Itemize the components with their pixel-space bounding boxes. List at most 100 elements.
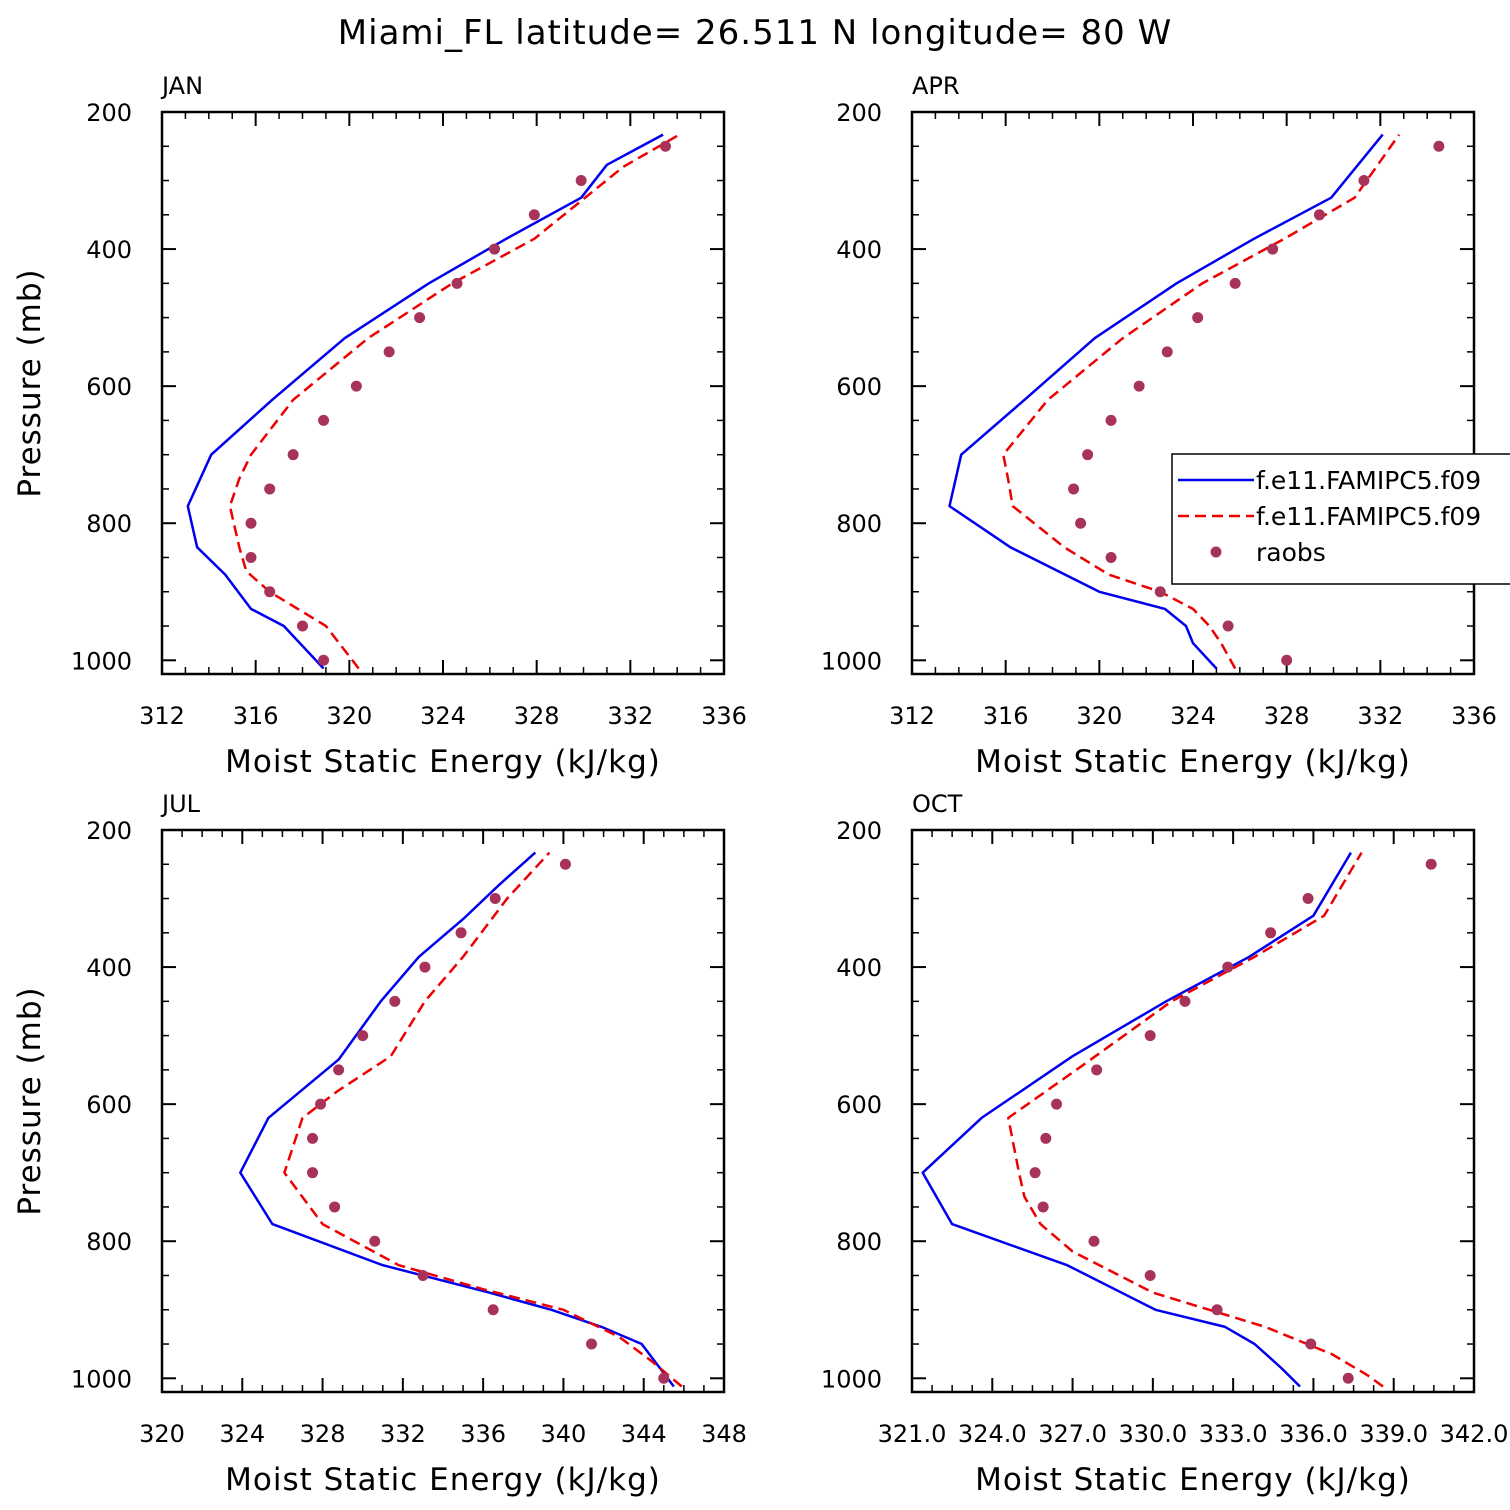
raobs-point	[586, 1338, 598, 1350]
y-tick-label: 800	[86, 1228, 132, 1256]
raobs-point	[1281, 654, 1293, 666]
x-tick-label: 340	[541, 1420, 587, 1448]
raobs-point	[264, 586, 276, 598]
x-axis-label-apr: Moist Static Energy (kJ/kg)	[975, 744, 1411, 780]
x-tick-label: 324	[420, 702, 466, 730]
y-tick-label: 800	[836, 510, 882, 538]
raobs-point	[1305, 1338, 1317, 1350]
raobs-point	[414, 312, 426, 324]
raobs-point	[357, 1030, 369, 1042]
legend-box	[1171, 453, 1510, 585]
panel-apr: 312 316 320 324 328 332 336 200 400 600 800 1000 APR…	[821, 72, 1497, 780]
y-tick-label: 1000	[71, 647, 132, 675]
raobs-point	[315, 1098, 327, 1110]
raobs-point	[1133, 380, 1145, 392]
x-tick-label: 328	[1264, 702, 1310, 730]
y-tick-label: 200	[86, 99, 132, 127]
raobs-point	[1267, 243, 1279, 255]
raobs-point	[350, 380, 362, 392]
panel-label-apr: APR	[912, 72, 960, 100]
series-solid-line-apr	[948, 133, 1384, 670]
y-tick-label: 400	[86, 954, 132, 982]
y-tick-label: 200	[836, 99, 882, 127]
raobs-point	[1051, 1098, 1063, 1110]
y-tick-label: 200	[86, 817, 132, 845]
x-tick-label: 336	[460, 1420, 506, 1448]
x-tick-label: 333.0	[1199, 1420, 1268, 1448]
x-tick-label: 324	[1170, 702, 1216, 730]
raobs-point	[1179, 995, 1191, 1007]
y-tick-label: 600	[836, 373, 882, 401]
raobs-point	[487, 1304, 499, 1316]
y-tick-label: 800	[836, 1228, 882, 1256]
raobs-point	[575, 175, 587, 187]
raobs-point	[451, 277, 463, 289]
panel-jan: 312 316 320 324 328 332 336 200 400 600 800 1000 JAN…	[12, 72, 747, 780]
y-tick-label: 600	[836, 1091, 882, 1119]
panel-oct: 321.0 324.0 327.0 330.0 333.0 336.0 339.0 342.0…	[821, 790, 1508, 1498]
x-axis-label-jan: Moist Static Energy (kJ/kg)	[225, 744, 661, 780]
x-tick-label: 316	[233, 702, 279, 730]
x-tick-label: 320	[326, 702, 372, 730]
x-tick-label: 330.0	[1118, 1420, 1187, 1448]
raobs-point	[1302, 893, 1314, 905]
raobs-point	[245, 517, 257, 529]
y-tick-label: 600	[86, 373, 132, 401]
raobs-point	[659, 140, 671, 152]
raobs-point	[1105, 414, 1117, 426]
raobs-point	[1040, 1132, 1052, 1144]
x-tick-label: 344	[621, 1420, 667, 1448]
raobs-point	[1068, 483, 1080, 495]
raobs-point	[287, 449, 299, 461]
series-dashed-line-jan	[228, 133, 681, 670]
legend-entry-label: raobs	[1256, 538, 1326, 567]
x-tick-label: 312	[139, 702, 185, 730]
raobs-point	[1222, 620, 1234, 632]
series-solid-line-jan	[186, 133, 664, 670]
x-tick-label: 336	[1451, 702, 1497, 730]
raobs-point	[329, 1201, 341, 1213]
panel-label-jan: JAN	[160, 72, 203, 100]
raobs-point	[489, 893, 501, 905]
raobs-point	[1037, 1201, 1049, 1213]
raobs-point	[417, 1269, 429, 1281]
x-axis-label-jul: Moist Static Energy (kJ/kg)	[225, 1462, 661, 1498]
y-axis-label-jul: Pressure (mb)	[12, 986, 48, 1215]
plot-frame-jan	[160, 110, 726, 676]
raobs-point	[1342, 1372, 1354, 1384]
series-dashed-line-oct	[1007, 851, 1384, 1388]
y-tick-label: 200	[836, 817, 882, 845]
x-tick-label: 328	[300, 1420, 346, 1448]
raobs-point	[1105, 551, 1117, 563]
raobs-point	[559, 858, 571, 870]
raobs-point	[264, 483, 276, 495]
raobs-point	[1433, 140, 1445, 152]
raobs-point	[1161, 346, 1173, 358]
x-tick-label: 332	[1357, 702, 1403, 730]
y-tick-label: 1000	[71, 1365, 132, 1393]
x-tick-label: 320	[1076, 702, 1122, 730]
raobs-point	[1029, 1167, 1041, 1179]
raobs-point	[1358, 175, 1370, 187]
raobs-point	[1265, 927, 1277, 939]
figure-title: Miami_FL latitude= 26.511 N longitude= 8…	[338, 13, 1172, 53]
series-dashed-line-jul	[283, 851, 683, 1388]
x-tick-label: 339.0	[1359, 1420, 1428, 1448]
raobs-point	[1088, 1235, 1100, 1247]
x-tick-label: 324	[219, 1420, 265, 1448]
y-tick-label: 400	[836, 954, 882, 982]
legend-entry-label: f.e11.FAMIPC5.f09	[1256, 502, 1481, 531]
x-axis-label-oct: Moist Static Energy (kJ/kg)	[975, 1462, 1411, 1498]
x-tick-label: 348	[701, 1420, 747, 1448]
plot-frame-oct	[910, 828, 1476, 1394]
raobs-point	[1144, 1030, 1156, 1042]
raobs-point	[383, 346, 395, 358]
raobs-point	[1222, 961, 1234, 973]
panel-label-oct: OCT	[912, 790, 963, 818]
series-group-jan	[186, 133, 681, 670]
raobs-point	[318, 414, 330, 426]
raobs-point	[369, 1235, 381, 1247]
raobs-point	[1154, 586, 1166, 598]
raobs-point	[455, 927, 467, 939]
